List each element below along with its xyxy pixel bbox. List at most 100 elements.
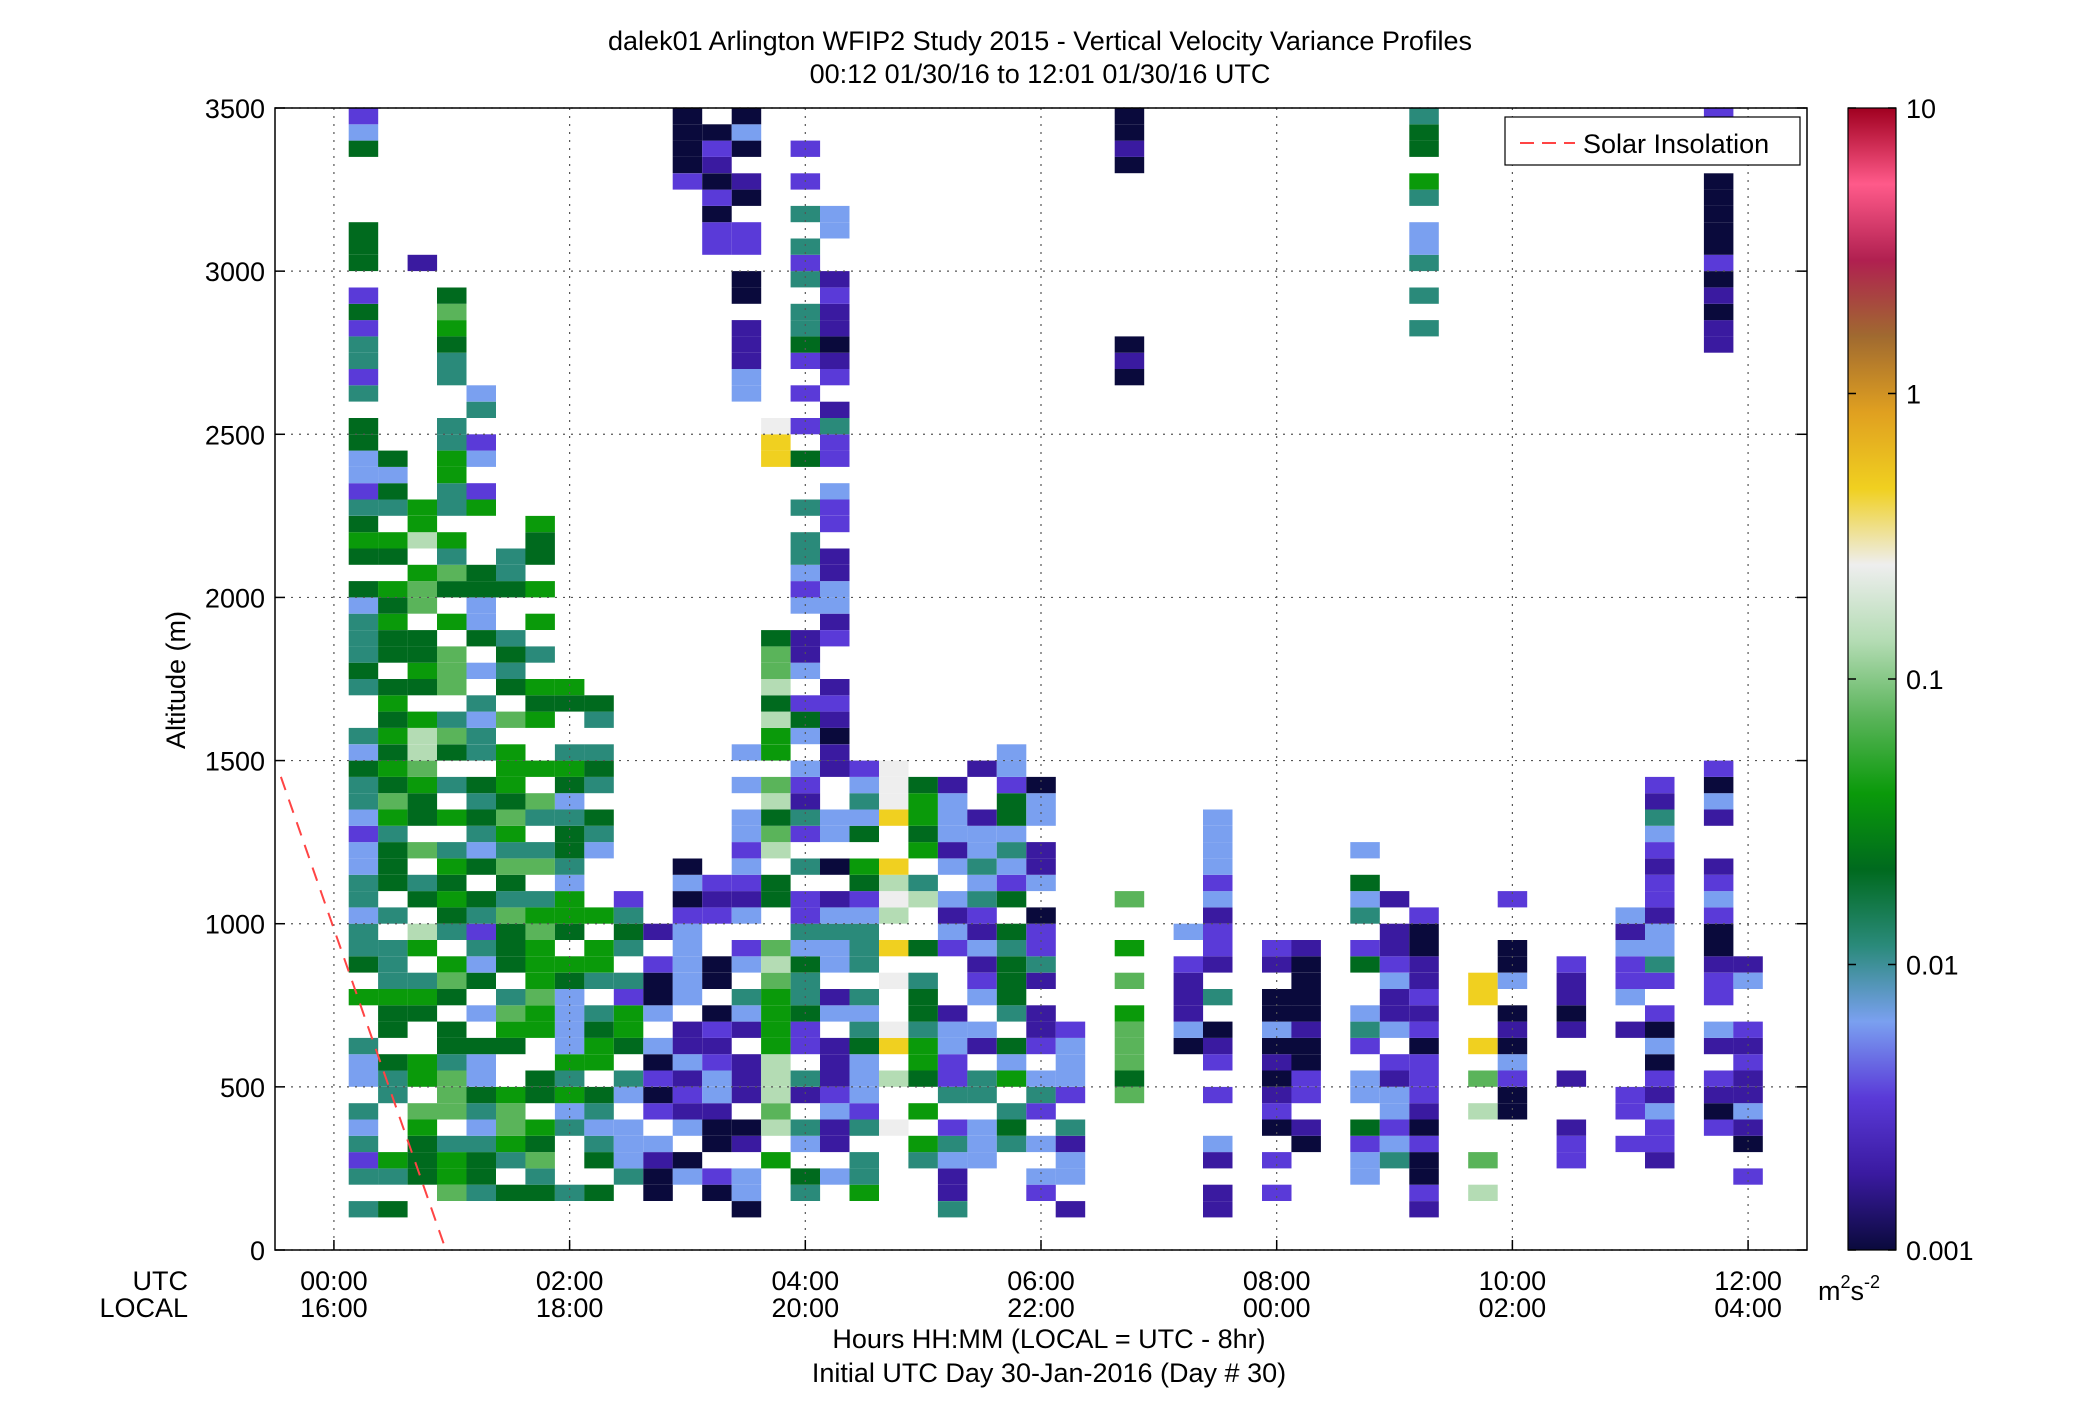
heatmap-cell — [849, 940, 879, 957]
heatmap-cell — [1645, 1054, 1675, 1071]
heatmap-cell — [1114, 156, 1145, 174]
heatmap-cell — [1645, 1005, 1675, 1022]
heatmap-cell — [672, 140, 703, 157]
heatmap-cell — [1409, 222, 1439, 239]
heatmap-cell — [437, 891, 467, 908]
heatmap-cell — [437, 450, 467, 467]
heatmap-cell — [1703, 238, 1734, 255]
heatmap-cell — [584, 1005, 614, 1022]
heatmap-cell — [378, 972, 408, 989]
heatmap-cell — [584, 695, 614, 712]
y-tick-label: 500 — [220, 1073, 265, 1103]
heatmap-cell — [1556, 1021, 1587, 1038]
heatmap-cell — [348, 287, 379, 304]
x-tick-label-utc: 06:00 — [1007, 1266, 1075, 1296]
heatmap-cell — [1203, 1135, 1233, 1153]
heatmap-cell — [437, 1168, 467, 1185]
heatmap-cell — [496, 1135, 526, 1153]
heatmap-cell — [554, 907, 585, 924]
heatmap-cell — [466, 1119, 496, 1136]
heatmap-cell — [761, 646, 791, 663]
heatmap-cell — [1615, 907, 1645, 924]
heatmap-cell — [348, 597, 379, 614]
x-axis-sublabel: Initial UTC Day 30-Jan-2016 (Day # 30) — [812, 1358, 1286, 1388]
heatmap-cell — [1468, 1103, 1498, 1120]
heatmap-cell — [849, 1152, 879, 1169]
heatmap-cell — [967, 1021, 997, 1038]
heatmap-cell — [761, 450, 791, 467]
heatmap-cell — [1409, 1086, 1439, 1104]
heatmap-cell — [967, 874, 997, 892]
heatmap-cell — [643, 972, 673, 989]
heatmap-cell — [731, 222, 762, 239]
heatmap-cell — [702, 1119, 732, 1136]
heatmap-cell — [348, 1168, 379, 1185]
heatmap-cell — [790, 205, 821, 223]
heatmap-cell — [820, 1005, 850, 1022]
heatmap-cell — [525, 1119, 555, 1136]
heatmap-cell — [908, 1152, 938, 1169]
heatmap-cell — [378, 679, 408, 696]
heatmap-cell — [407, 809, 438, 826]
heatmap-cell — [643, 1152, 673, 1169]
heatmap-cell — [1733, 1119, 1763, 1136]
heatmap-cell — [496, 1037, 526, 1055]
heatmap-cell — [407, 891, 438, 908]
heatmap-cell — [496, 679, 526, 696]
heatmap-cell — [1114, 124, 1145, 141]
heatmap-cell — [820, 564, 850, 582]
heatmap-cell — [996, 1135, 1027, 1153]
heatmap-cell — [702, 1021, 732, 1038]
heatmap-cell — [1409, 1119, 1439, 1136]
heatmap-cell — [672, 956, 703, 973]
heatmap-cell — [672, 858, 703, 875]
heatmap-cell — [525, 1021, 555, 1038]
chart-title: dalek01 Arlington WFIP2 Study 2015 - Ver… — [608, 26, 1472, 56]
heatmap-cell — [348, 989, 379, 1006]
heatmap-cell — [348, 727, 379, 745]
heatmap-cell — [348, 1201, 379, 1218]
heatmap-cell — [1055, 1037, 1086, 1055]
heatmap-cell — [407, 499, 438, 516]
heatmap-cell — [1350, 891, 1380, 908]
heatmap-cell — [1203, 1086, 1233, 1104]
heatmap-cell — [820, 548, 850, 565]
heatmap-cell — [702, 124, 732, 141]
heatmap-cell — [937, 1086, 968, 1104]
heatmap-cell — [967, 1119, 997, 1136]
heatmap-cell — [996, 923, 1027, 940]
heatmap-cell — [731, 858, 762, 875]
heatmap-cell — [820, 499, 850, 516]
heatmap-cell — [348, 303, 379, 321]
heatmap-cell — [967, 923, 997, 940]
heatmap-cell — [1203, 1054, 1233, 1071]
heatmap-cell — [378, 940, 408, 957]
heatmap-cell — [1114, 1037, 1145, 1055]
heatmap-cell — [1350, 874, 1380, 892]
heatmap-cell — [702, 874, 732, 892]
heatmap-cell — [437, 923, 467, 940]
heatmap-cell — [525, 515, 555, 533]
heatmap-cell — [348, 940, 379, 957]
heatmap-cell — [1291, 956, 1321, 973]
heatmap-cell — [1114, 1005, 1145, 1022]
heatmap-cell — [1409, 320, 1439, 337]
y-tick-label: 2500 — [205, 420, 265, 450]
heatmap-cell — [1114, 1054, 1145, 1071]
heatmap-cell — [731, 891, 762, 908]
heatmap-cell — [407, 581, 438, 598]
colorbar-units: m2s-2 — [1818, 1272, 1880, 1306]
heatmap-cell — [731, 173, 762, 190]
heatmap-cell — [1026, 923, 1056, 940]
heatmap-cell — [1409, 1152, 1439, 1169]
heatmap-cell — [937, 891, 968, 908]
heatmap-cell — [407, 727, 438, 745]
heatmap-cell — [849, 1103, 879, 1120]
heatmap-cell — [525, 972, 555, 989]
heatmap-cell — [1703, 1070, 1734, 1087]
heatmap-cell — [437, 466, 467, 484]
x-tick-label-utc: 02:00 — [536, 1266, 604, 1296]
heatmap-cell — [996, 825, 1027, 843]
heatmap-cell — [1203, 809, 1233, 826]
heatmap-cell — [496, 989, 526, 1006]
